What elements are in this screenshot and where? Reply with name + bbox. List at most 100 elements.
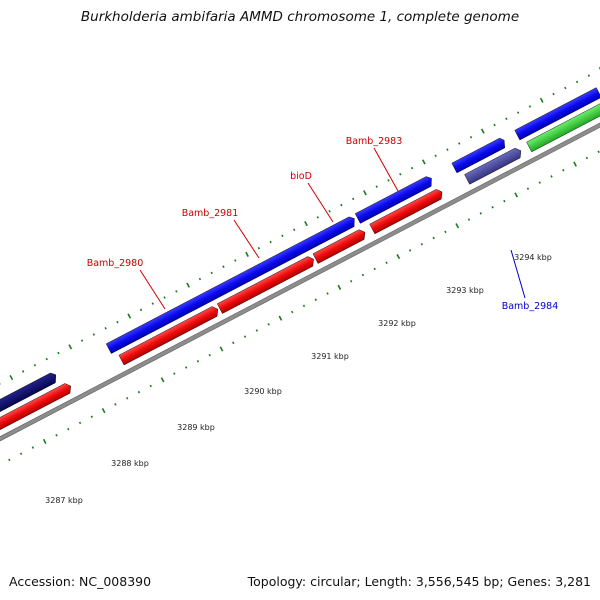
inner-tick-mark — [243, 335, 247, 338]
scale-label-3287: 3287 kbp — [45, 496, 83, 505]
outer-tick-mark — [234, 259, 237, 262]
inner-tick-mark — [42, 438, 47, 444]
outer-tick-mark — [45, 357, 48, 361]
outer-tick-mark — [516, 111, 520, 114]
inner-tick-track — [8, 150, 600, 462]
gene-navy-feature[interactable] — [0, 371, 59, 424]
outer-tick-mark — [539, 97, 544, 103]
gene-biod-reverse[interactable] — [312, 228, 368, 264]
inner-tick-mark — [479, 212, 482, 215]
inner-tick-mark — [585, 156, 589, 160]
inner-tick-mark — [432, 236, 435, 240]
outer-tick-mark — [198, 277, 202, 281]
outer-tick-mark — [57, 351, 60, 355]
inner-tick-mark — [90, 415, 94, 419]
outer-tick-mark — [9, 375, 14, 381]
scale-label-3291: 3291 kbp — [311, 352, 349, 361]
gene-label-bamb-2984[interactable]: Bamb_2984 — [502, 301, 559, 312]
inner-tick-mark — [78, 421, 82, 425]
gene-bamb-2984-forward[interactable] — [451, 137, 508, 174]
outer-tick-mark — [210, 271, 213, 275]
inner-tick-mark — [160, 377, 165, 383]
outer-tick-mark — [410, 166, 414, 170]
outer-tick-mark — [127, 313, 132, 319]
gene-label-bamb-2980[interactable]: Bamb_2980 — [87, 258, 144, 269]
inner-tick-mark — [101, 408, 106, 414]
topology-summary: Topology: circular; Length: 3,556,545 bp… — [247, 574, 591, 589]
outer-tick-mark — [422, 159, 426, 165]
inner-tick-mark — [361, 273, 365, 277]
inner-tick-mark — [503, 199, 506, 203]
outer-tick-mark — [33, 364, 37, 367]
outer-tick-mark — [293, 228, 296, 231]
outer-tick-mark — [245, 251, 249, 257]
outer-tick-mark — [151, 302, 154, 305]
outer-tick-mark — [587, 74, 591, 77]
outer-tick-mark — [375, 185, 378, 188]
inner-tick-mark — [19, 452, 23, 455]
gene-red-left[interactable] — [0, 382, 73, 438]
outer-tick-mark — [281, 234, 284, 238]
gene-bamb-2984-slate[interactable] — [464, 146, 524, 185]
inner-tick-mark — [173, 372, 176, 375]
gene-bamb-2983-reverse[interactable] — [369, 187, 445, 235]
outer-tick-mark — [257, 246, 261, 250]
scale-label-3293: 3293 kbp — [446, 286, 484, 295]
inner-tick-mark — [538, 181, 541, 184]
inner-tick-mark — [337, 284, 342, 290]
inner-tick-mark — [137, 390, 141, 394]
outer-tick-mark — [222, 265, 225, 268]
gene-label-bamb-2981[interactable]: Bamb_2981 — [182, 208, 239, 219]
inner-tick-mark — [278, 315, 283, 321]
outer-tick-mark — [363, 190, 367, 196]
gene-bamb-2980-reverse[interactable] — [118, 305, 221, 366]
inner-tick-mark — [396, 253, 401, 260]
inner-tick-mark — [219, 346, 224, 352]
inner-tick-mark — [208, 353, 211, 357]
outer-tick-mark — [116, 320, 119, 324]
outer-tick-mark — [21, 370, 25, 373]
outer-tick-mark — [80, 339, 84, 342]
outer-tick-mark — [104, 327, 107, 330]
inner-tick-mark — [149, 384, 152, 388]
gene-green-feature[interactable] — [526, 101, 600, 153]
inner-tick-mark — [55, 433, 58, 437]
inner-tick-mark — [562, 169, 565, 172]
inner-tick-mark — [314, 298, 317, 301]
scale-label-3290: 3290 kbp — [244, 387, 282, 396]
gene-right-forward[interactable] — [514, 87, 600, 141]
outer-tick-mark — [458, 142, 461, 145]
inner-tick-mark — [255, 329, 259, 332]
gene-bamb-2983-forward[interactable] — [354, 175, 435, 224]
inner-tick-mark — [514, 192, 519, 198]
outer-tick-mark — [528, 105, 532, 108]
outer-tick-mark — [434, 154, 437, 158]
outer-tick-mark — [564, 86, 567, 90]
inner-tick-mark — [126, 397, 129, 400]
outer-tick-mark — [163, 296, 166, 299]
gene-bamb-2980-forward[interactable] — [105, 215, 357, 354]
accession-text: Accession: NC_008390 — [9, 574, 152, 589]
outer-tick-mark — [505, 117, 508, 121]
outer-tick-mark — [340, 203, 343, 207]
scale-label-3288: 3288 kbp — [111, 459, 149, 468]
inner-tick-mark — [597, 150, 600, 154]
inner-tick-mark — [291, 310, 294, 314]
gene-label-bamb-2983[interactable]: Bamb_2983 — [346, 136, 403, 147]
inner-tick-mark — [444, 230, 447, 234]
outer-tick-mark — [480, 128, 485, 134]
inner-tick-mark — [67, 427, 70, 431]
inner-tick-mark — [31, 446, 35, 449]
inner-tick-mark — [196, 360, 200, 363]
genome-backbone — [0, 107, 600, 455]
inner-tick-mark — [550, 175, 553, 178]
gene-bamb-2981-reverse[interactable] — [217, 255, 316, 314]
gene-label-biod[interactable]: bioD — [290, 171, 312, 182]
outer-tick-mark — [304, 220, 308, 227]
inner-tick-mark — [526, 187, 530, 191]
outer-tick-track — [0, 66, 600, 386]
inner-tick-mark — [349, 279, 353, 283]
inner-tick-mark — [302, 304, 306, 308]
